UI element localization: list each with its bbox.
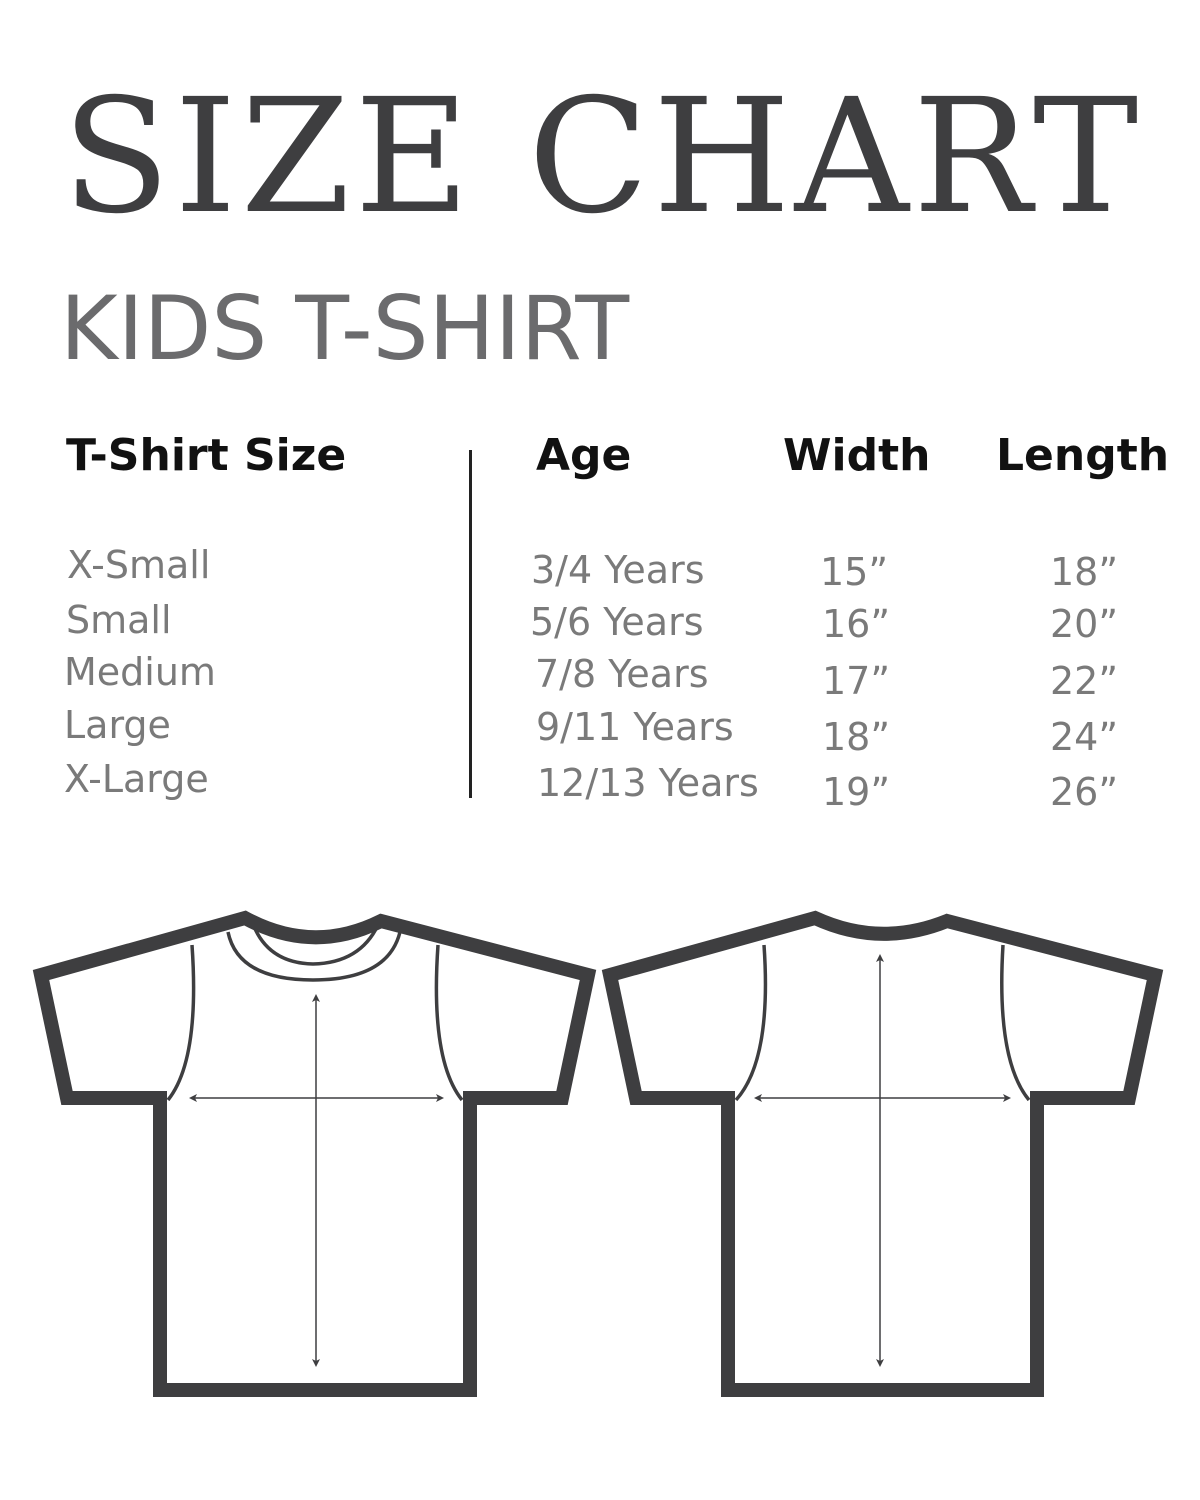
front-outline	[32, 910, 597, 1397]
size-cell: X-Small	[67, 543, 211, 587]
tshirt-back-icon	[601, 910, 1164, 1397]
width-cell: 16”	[822, 602, 891, 646]
tshirt-front-icon	[32, 910, 597, 1397]
length-cell: 22”	[1050, 659, 1119, 703]
page-title: SIZE CHART	[62, 65, 1143, 249]
column-divider	[469, 450, 472, 798]
product-subtitle: KIDS T-SHIRT	[60, 277, 630, 380]
age-cell: 3/4 Years	[531, 548, 705, 592]
age-cell: 7/8 Years	[535, 652, 709, 696]
length-cell: 20”	[1050, 602, 1119, 646]
front-armhole-right	[434, 944, 464, 1102]
back-outline	[601, 910, 1164, 1397]
width-cell: 19”	[822, 770, 891, 814]
header-length: Length	[996, 430, 1170, 481]
length-cell: 18”	[1050, 550, 1119, 594]
front-collar-inner	[251, 923, 380, 966]
width-cell: 17”	[822, 659, 891, 703]
size-cell: Medium	[64, 650, 216, 694]
length-cell: 26”	[1050, 770, 1119, 814]
age-cell: 5/6 Years	[530, 600, 704, 644]
header-width: Width	[783, 430, 931, 481]
age-cell: 12/13 Years	[537, 761, 759, 805]
size-cell: Small	[66, 598, 172, 642]
age-cell: 9/11 Years	[536, 705, 734, 749]
header-age: Age	[536, 430, 632, 481]
width-cell: 15”	[820, 550, 889, 594]
back-armhole-right	[1000, 944, 1031, 1102]
front-collar-outer	[226, 931, 402, 982]
width-cell: 18”	[822, 715, 891, 759]
front-armhole-left	[166, 944, 196, 1102]
back-armhole-left	[734, 944, 768, 1102]
length-cell: 24”	[1050, 715, 1119, 759]
size-cell: Large	[64, 703, 171, 747]
header-size: T-Shirt Size	[66, 430, 347, 481]
size-cell: X-Large	[64, 757, 209, 801]
